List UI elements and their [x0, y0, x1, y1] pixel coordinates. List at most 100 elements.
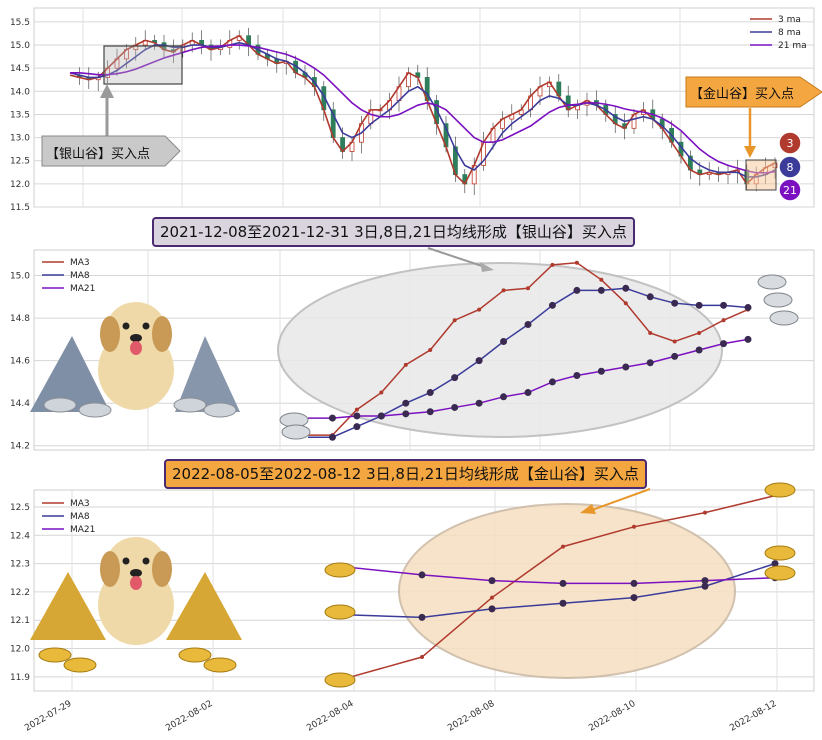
gold-ingot-icon [178, 647, 212, 663]
overview-legend-label: 3 ma [778, 15, 801, 25]
gold-dog-illustration-eye [122, 557, 130, 565]
silver-point-MA21 [377, 412, 385, 420]
silver-point-MA3 [599, 277, 604, 282]
gold-legend-label: MA21 [70, 525, 95, 535]
silver-point-MA8 [597, 286, 605, 294]
gold-dog-illustration-tongue [130, 576, 142, 590]
gold-ingot-icon [764, 482, 796, 498]
gold-ytick: 12.0 [10, 645, 30, 655]
silver-point-MA21 [475, 399, 483, 407]
gold-valley-box [745, 159, 777, 191]
silver-point-MA8 [622, 284, 630, 292]
silver-ytick: 14.8 [10, 314, 30, 324]
gold-dog-illustration-nose [130, 569, 142, 577]
gold-ingot-icon [203, 657, 237, 673]
silver-ytick: 15.0 [10, 272, 30, 282]
ma-badge-label: 8 [787, 161, 794, 174]
silver-point-MA8 [695, 301, 703, 309]
silver-point-MA21 [573, 372, 581, 380]
gold-ingot-icon [63, 657, 97, 673]
silver-point-MA8 [646, 293, 654, 301]
silver-point-MA21 [671, 352, 679, 360]
gold-dog-illustration-ear [152, 551, 172, 587]
gold-point-MA21 [488, 577, 496, 585]
silver-callout-line [427, 247, 489, 269]
silver-point-MA21 [720, 340, 728, 348]
silver-ingot-icon [763, 292, 793, 308]
silver-point-MA3 [550, 262, 555, 267]
silver-point-MA21 [353, 412, 361, 420]
ma-badge-label: 21 [783, 184, 797, 197]
silver-arrow-label: 【银山谷】买入点 [46, 147, 151, 162]
gold-ingot-icon [324, 672, 356, 688]
overview-ytick: 11.5 [10, 203, 30, 213]
overview-ytick: 15.5 [10, 18, 30, 28]
ma-badge [778, 155, 802, 179]
gold-point-MA3 [561, 544, 565, 549]
gold-point-MA8 [488, 605, 496, 613]
silver-point-MA8 [353, 423, 361, 431]
gold-ingot-icon [324, 604, 356, 620]
ma-badge-label: 3 [787, 137, 794, 150]
gold-ytick: 12.2 [10, 588, 30, 598]
silver-point-MA8 [744, 303, 752, 311]
silver-point-MA21 [524, 389, 532, 397]
silver-pointer-head [100, 84, 114, 98]
silver-point-MA8 [720, 301, 728, 309]
silver-point-MA3 [672, 339, 677, 344]
overview-ytick: 13.0 [10, 134, 30, 144]
silver-point-MA8 [500, 337, 508, 345]
silver-point-MA21 [451, 403, 459, 411]
gold-arrow-label: 【金山谷】买入点 [690, 87, 795, 102]
gold-point-MA8 [559, 599, 567, 607]
silver-point-MA8 [426, 389, 434, 397]
silver-point-MA3 [403, 362, 408, 367]
gold-xtick: 2022-08-04 [305, 699, 356, 734]
silver-point-MA3 [574, 260, 579, 265]
gold-valley-ellipse [398, 503, 736, 679]
silver-point-MA8 [328, 433, 336, 441]
silver-ytick: 14.2 [10, 442, 30, 452]
silver-point-MA21 [597, 367, 605, 375]
silver-point-MA21 [646, 359, 654, 367]
silver-point-MA3 [648, 330, 653, 335]
silver-point-MA8 [451, 374, 459, 382]
gold-ytick: 12.3 [10, 560, 30, 570]
gold-pyramid-left [30, 572, 106, 640]
gold-ytick: 12.1 [10, 616, 30, 626]
overview-line-3-ma [69, 34, 776, 186]
silver-legend-label: MA8 [70, 271, 90, 281]
ma-badge [778, 131, 802, 155]
gold-point-MA8 [630, 594, 638, 602]
silver-dog-illustration-tongue [130, 341, 142, 355]
gold-pyramid-right [166, 572, 242, 640]
silver-point-MA3 [721, 318, 726, 323]
overview-ytick: 14.0 [10, 87, 30, 97]
gold-xtick: 2022-08-12 [728, 699, 778, 734]
ma-badge [778, 178, 802, 202]
overview-legend-label: 8 ma [778, 28, 801, 38]
silver-point-MA3 [477, 307, 482, 312]
silver-ingot-icon [43, 397, 77, 413]
overview-ytick: 14.5 [10, 64, 30, 74]
silver-ytick: 14.6 [10, 357, 30, 367]
gold-dog-illustration [98, 537, 174, 645]
silver-dog-illustration-ear [100, 316, 120, 352]
silver-point-MA21 [548, 378, 556, 386]
silver-point-MA3 [526, 286, 530, 291]
silver-ingot-icon [281, 424, 311, 440]
gold-legend-label: MA3 [70, 499, 90, 509]
gold-legend-label: MA8 [70, 512, 90, 522]
gold-point-MA8 [701, 582, 709, 590]
gold-ingot-icon [764, 565, 796, 581]
silver-callout-head [480, 262, 494, 272]
silver-mountain-left [30, 336, 110, 412]
silver-point-MA3 [379, 390, 384, 395]
overview-ytick: 12.0 [10, 180, 30, 190]
gold-point-MA3 [490, 595, 494, 600]
gold-ytick: 11.9 [10, 673, 30, 683]
silver-valley-banner: 2021-12-08至2021-12-31 3日,8日,21日均线形成【银山谷】… [152, 217, 635, 247]
silver-dog-illustration-nose [130, 334, 142, 342]
gold-point-MA3 [703, 510, 707, 515]
gold-ingot-icon [324, 562, 356, 578]
